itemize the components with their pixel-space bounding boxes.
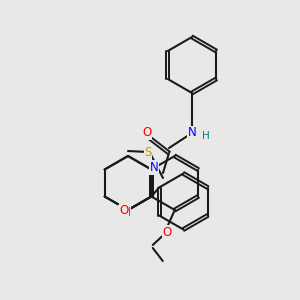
Text: O: O — [162, 226, 171, 238]
Text: N: N — [188, 127, 196, 140]
Text: O: O — [118, 206, 127, 218]
Text: O: O — [119, 203, 129, 217]
Text: O: O — [142, 127, 152, 140]
Text: N: N — [122, 206, 130, 220]
Text: O: O — [162, 226, 171, 238]
Text: S: S — [144, 146, 152, 158]
Text: S: S — [144, 146, 152, 158]
Text: N: N — [122, 206, 130, 220]
Text: N: N — [150, 161, 159, 174]
Text: O: O — [142, 127, 152, 140]
Text: O: O — [119, 203, 129, 217]
Text: H: H — [202, 131, 210, 141]
Text: N: N — [150, 161, 159, 174]
Text: N: N — [188, 127, 196, 140]
Text: H: H — [202, 131, 210, 141]
